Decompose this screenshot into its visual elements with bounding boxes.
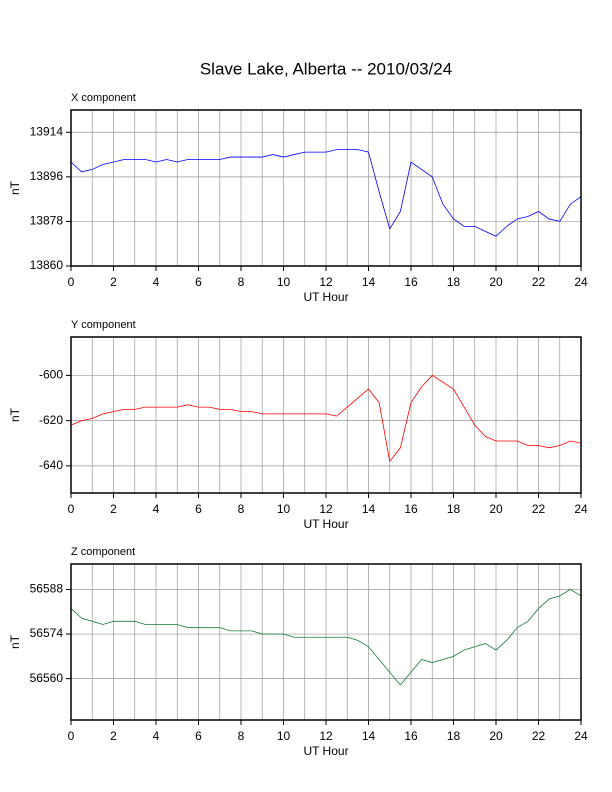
data-line xyxy=(70,589,582,686)
x-tick-label: 10 xyxy=(277,502,291,516)
x-tick-label: 6 xyxy=(195,502,202,516)
x-axis-label: UT Hour xyxy=(303,290,348,304)
x-tick-label: 6 xyxy=(195,275,202,289)
x-tick-label: 6 xyxy=(195,729,202,743)
panel-title: Y component xyxy=(71,319,136,331)
x-tick-label: 2 xyxy=(110,729,117,743)
data-line xyxy=(70,149,582,237)
x-tick-label: 8 xyxy=(238,502,245,516)
x-tick-label: 8 xyxy=(238,729,245,743)
y-tick-label: 56588 xyxy=(30,582,64,596)
x-tick-label: 14 xyxy=(362,502,376,516)
x-tick-label: 4 xyxy=(153,729,160,743)
x-tick-label: 0 xyxy=(68,729,75,743)
x-tick-label: 2 xyxy=(110,502,117,516)
x-tick-label: 24 xyxy=(574,729,588,743)
x-tick-label: 20 xyxy=(489,502,503,516)
y-tick-label: -640 xyxy=(39,458,63,472)
x-tick-label: 22 xyxy=(532,502,546,516)
x-tick-label: 0 xyxy=(68,275,75,289)
y-tick-label: 13878 xyxy=(30,214,64,228)
y-axis-label: nT xyxy=(8,407,22,422)
x-tick-label: 12 xyxy=(319,502,333,516)
plot-frame xyxy=(70,563,582,721)
y-tick-label: 13896 xyxy=(30,169,64,183)
x-tick-label: 24 xyxy=(574,502,588,516)
x-tick-label: 8 xyxy=(238,275,245,289)
x-tick-label: 4 xyxy=(153,275,160,289)
x-tick-label: 2 xyxy=(110,275,117,289)
x-tick-label: 14 xyxy=(362,275,376,289)
y-tick-label: 13914 xyxy=(30,124,64,138)
plot-frame xyxy=(70,336,582,494)
x-tick-label: 22 xyxy=(532,729,546,743)
y-axis-label: nT xyxy=(8,180,22,195)
x-tick-label: 4 xyxy=(153,502,160,516)
plot-frame xyxy=(70,109,582,267)
x-tick-label: 10 xyxy=(277,275,291,289)
x-axis-label: UT Hour xyxy=(303,517,348,531)
y-axis-label: nT xyxy=(8,634,22,649)
data-line xyxy=(70,374,582,463)
x-tick-label: 18 xyxy=(447,502,461,516)
panel-title: X component xyxy=(71,92,136,104)
y-tick-label: -600 xyxy=(39,368,63,382)
y-tick-label: 56560 xyxy=(30,671,64,685)
x-tick-label: 22 xyxy=(532,275,546,289)
y-tick-label: 56574 xyxy=(30,626,64,640)
y-tick-label: 13860 xyxy=(30,258,64,272)
x-tick-label: 12 xyxy=(319,275,333,289)
x-tick-label: 18 xyxy=(447,729,461,743)
x-tick-label: 16 xyxy=(404,275,418,289)
x-tick-label: 18 xyxy=(447,275,461,289)
x-tick-label: 14 xyxy=(362,729,376,743)
x-tick-label: 16 xyxy=(404,502,418,516)
x-tick-label: 12 xyxy=(319,729,333,743)
x-tick-label: 20 xyxy=(489,275,503,289)
x-axis-label: UT Hour xyxy=(303,744,348,758)
x-tick-label: 16 xyxy=(404,729,418,743)
panel-title: Z component xyxy=(71,546,135,558)
x-tick-label: 24 xyxy=(574,275,588,289)
x-tick-label: 10 xyxy=(277,729,291,743)
figure-title: Slave Lake, Alberta -- 2010/03/24 xyxy=(200,59,452,78)
y-tick-label: -620 xyxy=(39,413,63,427)
x-tick-label: 20 xyxy=(489,729,503,743)
x-tick-label: 0 xyxy=(68,502,75,516)
